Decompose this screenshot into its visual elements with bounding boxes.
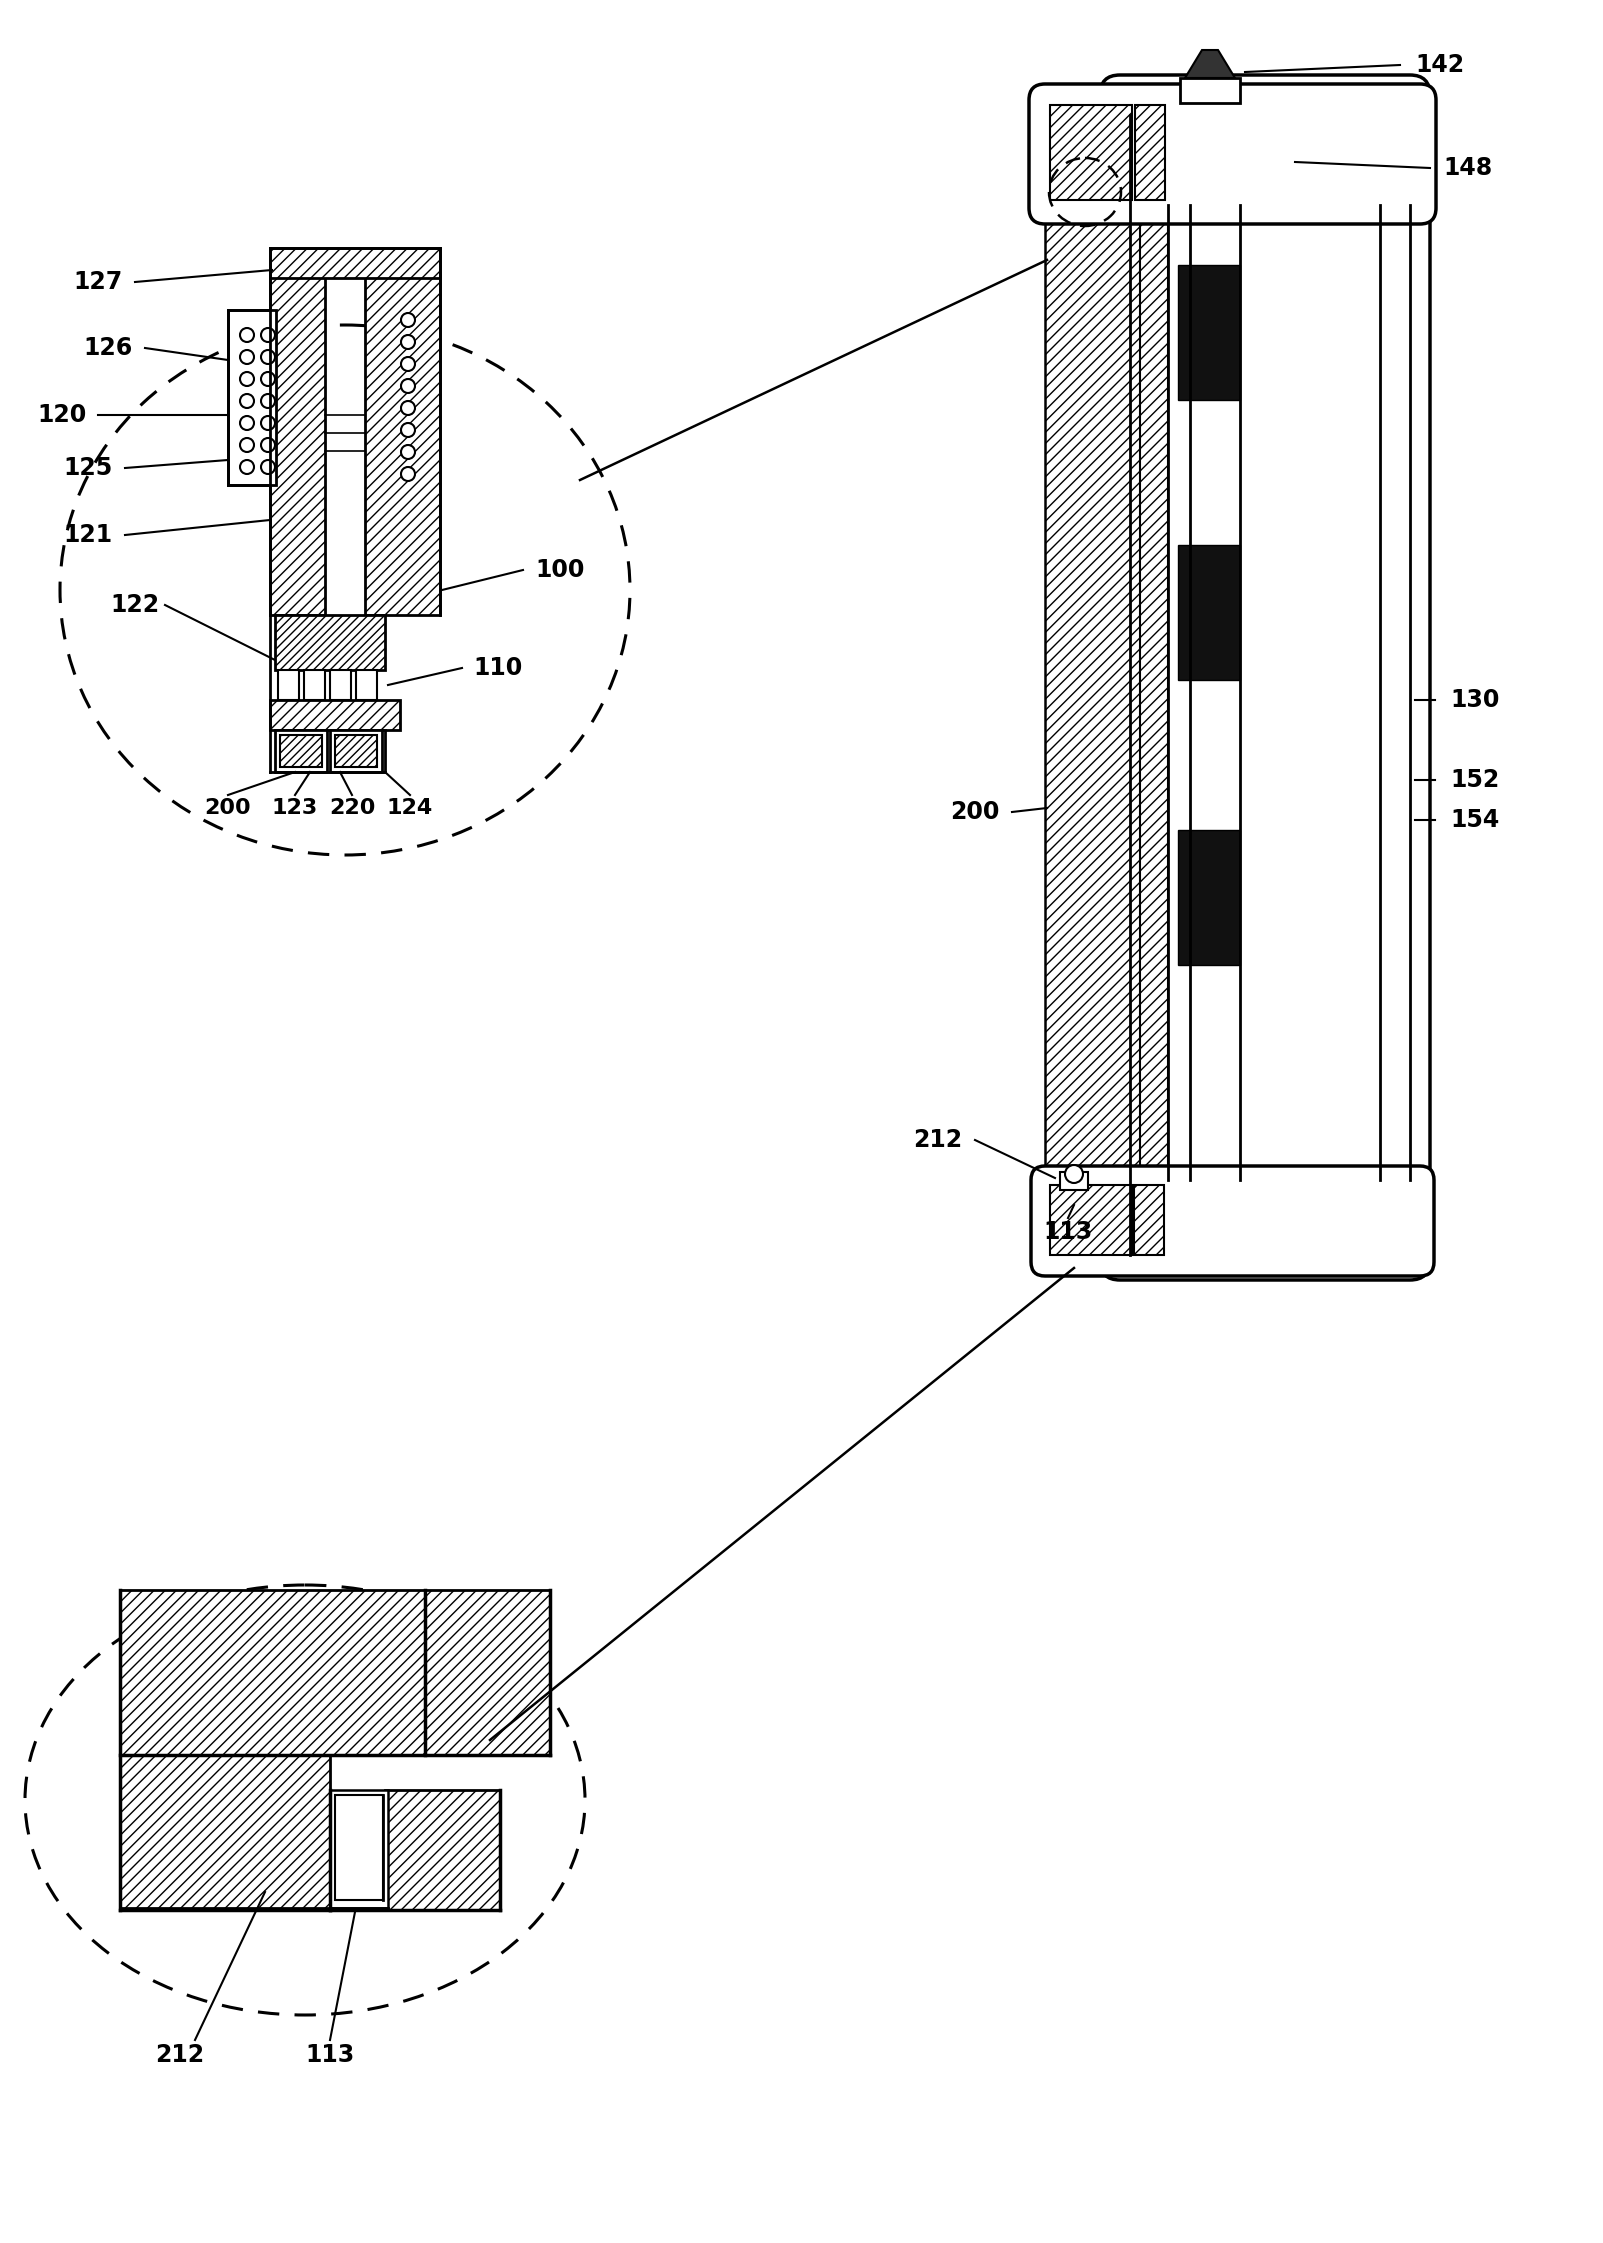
Bar — [1050, 1184, 1132, 1256]
FancyBboxPatch shape — [1029, 83, 1436, 224]
Bar — [276, 615, 385, 671]
Circle shape — [261, 395, 276, 408]
Text: 127: 127 — [74, 269, 122, 294]
Text: 123: 123 — [273, 799, 317, 819]
Text: 113: 113 — [1044, 1220, 1093, 1245]
Bar — [269, 249, 439, 278]
Circle shape — [261, 372, 276, 386]
Text: 212: 212 — [914, 1128, 962, 1153]
Text: 130: 130 — [1451, 689, 1500, 711]
Text: 200: 200 — [205, 799, 252, 819]
Bar — [335, 1794, 383, 1900]
Text: 100: 100 — [535, 559, 585, 581]
Circle shape — [401, 379, 415, 393]
Text: 126: 126 — [83, 336, 133, 359]
Circle shape — [401, 424, 415, 437]
Circle shape — [240, 372, 253, 386]
Bar — [120, 1754, 330, 1911]
Circle shape — [240, 460, 253, 473]
Text: 124: 124 — [386, 799, 433, 819]
Bar — [1178, 830, 1241, 964]
Bar — [120, 1590, 425, 1754]
Text: 121: 121 — [64, 523, 112, 547]
Circle shape — [240, 395, 253, 408]
Text: 200: 200 — [951, 801, 1000, 823]
Bar — [1133, 1184, 1164, 1256]
Circle shape — [261, 415, 276, 431]
Circle shape — [261, 327, 276, 341]
Bar — [330, 671, 351, 700]
Text: 212: 212 — [155, 2043, 205, 2068]
Circle shape — [261, 437, 276, 453]
Bar — [269, 276, 325, 615]
Text: 120: 120 — [37, 404, 87, 426]
Bar — [277, 671, 300, 700]
Circle shape — [401, 444, 415, 460]
Bar — [1045, 204, 1140, 1180]
Polygon shape — [1185, 49, 1234, 79]
Bar — [1140, 204, 1169, 1180]
Text: 125: 125 — [64, 455, 112, 480]
Circle shape — [240, 437, 253, 453]
Bar — [281, 736, 322, 767]
Bar — [330, 729, 382, 772]
Ellipse shape — [26, 1586, 585, 2014]
Circle shape — [240, 415, 253, 431]
FancyBboxPatch shape — [1031, 1166, 1435, 1276]
Circle shape — [261, 350, 276, 363]
Bar — [305, 671, 325, 700]
Circle shape — [401, 357, 415, 370]
FancyBboxPatch shape — [1100, 74, 1430, 1281]
Bar — [1180, 79, 1241, 103]
Circle shape — [1064, 1164, 1084, 1182]
Bar — [1135, 105, 1165, 200]
Text: 142: 142 — [1415, 54, 1465, 76]
Text: 122: 122 — [111, 592, 160, 617]
Bar — [269, 700, 401, 729]
Bar — [365, 276, 439, 615]
Circle shape — [240, 350, 253, 363]
Text: 110: 110 — [473, 655, 523, 680]
Bar — [335, 736, 377, 767]
Ellipse shape — [59, 325, 630, 855]
Text: 148: 148 — [1443, 157, 1492, 179]
Text: 152: 152 — [1451, 767, 1500, 792]
Bar — [1178, 545, 1241, 680]
Bar — [228, 310, 276, 484]
Bar — [1178, 265, 1241, 399]
Bar — [1060, 1173, 1088, 1191]
Circle shape — [240, 327, 253, 341]
Bar — [425, 1590, 550, 1754]
Bar — [276, 729, 327, 772]
Circle shape — [261, 460, 276, 473]
Circle shape — [401, 467, 415, 480]
Circle shape — [401, 401, 415, 415]
Text: 220: 220 — [329, 799, 375, 819]
Text: 154: 154 — [1451, 807, 1500, 832]
Bar — [385, 1790, 500, 1911]
Circle shape — [401, 334, 415, 350]
Bar — [356, 671, 377, 700]
Circle shape — [401, 314, 415, 327]
Bar — [330, 1790, 388, 1909]
Text: 113: 113 — [306, 2043, 354, 2068]
Bar — [1050, 105, 1132, 200]
